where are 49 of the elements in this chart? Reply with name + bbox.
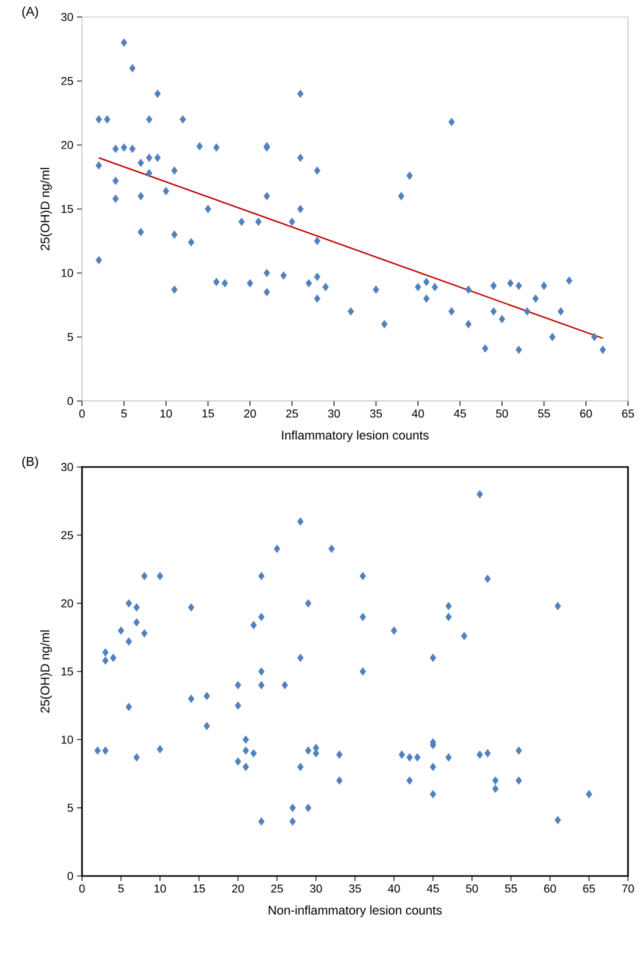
y-tick-label: 0 (68, 872, 74, 880)
x-tick-label: 55 (538, 410, 550, 418)
y-tick-label: 20 (61, 140, 74, 150)
x-tick-label: 45 (454, 410, 466, 418)
x-tick-label: 65 (622, 410, 634, 418)
y-tick-label: 15 (62, 205, 73, 213)
x-tick-label: 0 (79, 884, 85, 893)
x-tick-label: 55 (505, 884, 517, 893)
chart-title: (A) (22, 6, 38, 19)
x-tick-label: 35 (370, 410, 382, 418)
x-tick-label: 40 (412, 410, 424, 418)
y-tick-label: 10 (62, 736, 74, 744)
x-tick-label: 60 (544, 884, 556, 893)
x-tick-label: 15 (202, 410, 214, 418)
x-tick-label: 30 (328, 410, 340, 418)
y-axis-title: 25(OH)D ng/ml (40, 630, 52, 713)
x-tick-label: 5 (118, 884, 124, 893)
x-tick-label: 70 (622, 884, 634, 893)
x-tick-label: 30 (310, 884, 322, 893)
x-tick-label: 65 (583, 884, 595, 893)
x-tick-label: 25 (271, 884, 283, 893)
x-tick-label: 0 (79, 410, 85, 418)
x-axis-title: Non-inflammatory lesion counts (268, 905, 442, 918)
y-tick-label: 25 (61, 531, 73, 540)
x-tick-label: 15 (194, 884, 205, 893)
x-tick-label: 5 (121, 410, 127, 418)
x-tick-label: 10 (160, 410, 172, 418)
y-tick-label: 30 (61, 462, 74, 472)
x-tick-label: 25 (286, 410, 298, 418)
y-tick-label: 25 (61, 76, 73, 86)
x-tick-label: 50 (496, 410, 508, 418)
x-tick-label: 35 (349, 884, 361, 893)
x-tick-label: 50 (466, 884, 478, 893)
x-tick-label: 20 (244, 410, 256, 418)
x-axis-title: Inflammatory lesion counts (282, 430, 429, 442)
y-tick-label: 30 (61, 12, 74, 22)
x-tick-label: 40 (388, 884, 400, 893)
x-tick-label: 10 (154, 884, 166, 893)
x-tick-label: 20 (232, 884, 244, 893)
y-tick-label: 5 (68, 333, 73, 341)
y-axis-title: 25(OH)D ng/ml (40, 168, 52, 250)
y-tick-label: 10 (62, 268, 74, 278)
x-tick-label: 60 (580, 410, 592, 418)
y-tick-label: 20 (61, 599, 74, 608)
y-tick-label: 15 (62, 668, 73, 676)
chart-title: (B) (22, 456, 38, 469)
x-tick-label: 45 (426, 884, 439, 893)
y-tick-label: 5 (68, 804, 73, 812)
y-tick-label: 0 (68, 396, 74, 406)
